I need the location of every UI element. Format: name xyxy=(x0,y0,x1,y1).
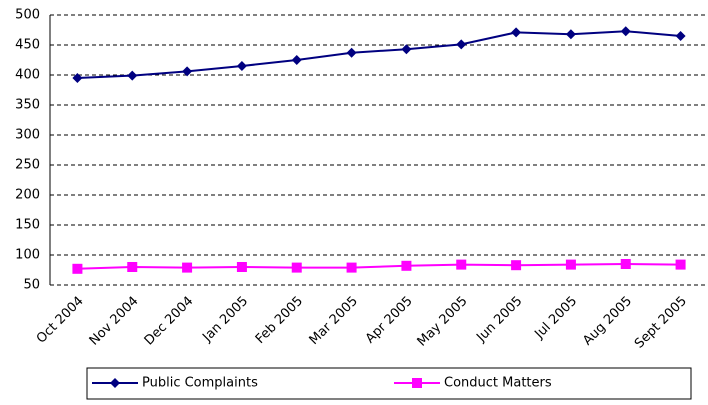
marker xyxy=(182,66,193,77)
marker xyxy=(72,73,83,83)
marker xyxy=(456,39,467,50)
x-tick-label: Sept 2005 xyxy=(632,294,690,352)
marker xyxy=(675,31,686,41)
marker xyxy=(236,61,247,71)
marker xyxy=(565,259,576,270)
x-tick-label: Feb 2005 xyxy=(253,294,306,347)
legend-label: Public Complaints xyxy=(142,376,258,391)
x-tick-label: Apr 2005 xyxy=(363,294,416,347)
x-tick-label: Mar 2005 xyxy=(307,294,361,348)
marker xyxy=(620,259,631,269)
marker xyxy=(401,260,412,271)
x-tick-label: Oct 2004 xyxy=(34,294,87,347)
marker xyxy=(675,259,686,270)
marker xyxy=(565,29,576,40)
y-tick-label: 500 xyxy=(15,8,40,23)
x-tick-label: Aug 2005 xyxy=(580,294,635,349)
marker xyxy=(401,44,412,55)
y-tick-label: 350 xyxy=(15,98,40,113)
marker xyxy=(127,262,138,272)
y-tick-label: 450 xyxy=(15,38,40,53)
y-tick-label: 100 xyxy=(15,248,40,263)
legend-box xyxy=(86,367,692,400)
series-line xyxy=(77,262,681,270)
x-tick-label: Dec 2004 xyxy=(142,294,197,349)
marker xyxy=(236,262,247,272)
marker xyxy=(511,27,522,38)
x-tick-label: Nov 2004 xyxy=(87,294,142,349)
x-tick-label: Jun 2005 xyxy=(473,294,525,346)
marker xyxy=(110,378,120,388)
marker xyxy=(346,262,357,273)
y-tick-label: 50 xyxy=(23,278,40,293)
marker xyxy=(182,262,193,273)
marker xyxy=(291,262,302,273)
marker xyxy=(291,55,302,65)
legend-label: Conduct Matters xyxy=(444,376,552,391)
marker xyxy=(346,47,357,58)
marker xyxy=(127,70,138,81)
marker xyxy=(511,260,522,271)
x-tick-label: Jan 2005 xyxy=(199,294,251,346)
x-tick-label: May 2005 xyxy=(415,294,471,350)
y-tick-label: 400 xyxy=(15,68,40,83)
marker xyxy=(456,259,467,270)
x-tick-label: Jul 2005 xyxy=(531,294,580,343)
y-tick-label: 250 xyxy=(15,158,40,173)
marker xyxy=(412,378,422,388)
marker xyxy=(72,263,83,274)
y-tick-label: 150 xyxy=(15,218,40,233)
y-tick-label: 300 xyxy=(15,128,40,143)
y-tick-label: 200 xyxy=(15,188,40,203)
series-line xyxy=(77,30,681,79)
marker xyxy=(620,26,631,37)
legend: Public Complaints Conduct Matters xyxy=(86,367,692,400)
